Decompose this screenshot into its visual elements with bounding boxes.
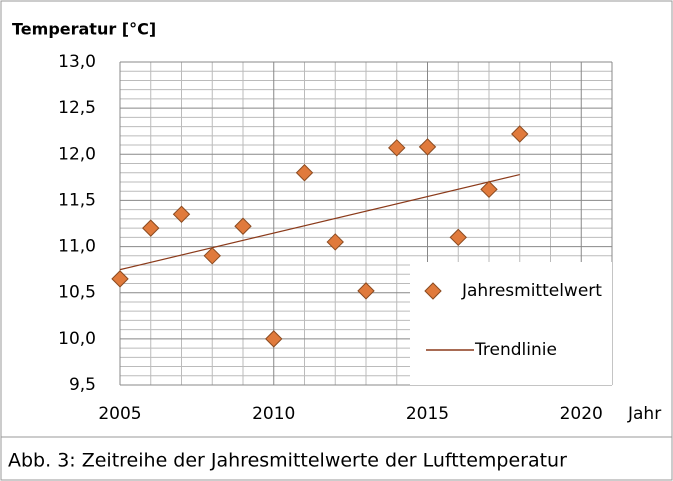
legend-label: Trendlinie [474,340,557,360]
data-point [142,219,160,237]
caption: Abb. 3: Zeitreihe der Jahresmittelwerte … [8,450,567,472]
data-point [449,228,467,247]
y-tick-label: 12,0 [58,144,96,164]
data-point [388,139,406,157]
y-tick-label: 13,0 [58,52,96,72]
y-axis-label: Temperatur [°C] [12,20,156,39]
y-tick-label: 12,5 [58,98,96,118]
data-point [111,270,129,288]
data-point [511,125,529,143]
data-point [480,180,498,199]
data-point [265,330,283,348]
y-tick-label: 11,0 [58,237,96,257]
x-tick-label: 2015 [406,404,449,424]
legend-box [410,262,612,385]
x-tick-label: 2020 [560,404,603,424]
x-tick-label: 2010 [252,404,295,424]
trend-line [119,174,520,271]
x-tick-label: 2005 [98,404,141,424]
y-tick-label: 10,0 [58,329,96,349]
data-point [234,217,252,235]
x-axis-label: Jahr [627,404,661,424]
data-point [172,205,191,223]
y-tick-label: 9,5 [69,375,96,395]
data-point [357,282,375,300]
data-point [203,247,221,265]
legend-marker [424,282,442,300]
y-tick-label: 11,5 [58,190,96,210]
data-point [326,233,344,251]
y-tick-label: 10,5 [58,283,96,303]
data-point [418,138,437,156]
data-point [295,164,314,182]
legend-label: Jahresmittelwert [461,281,602,301]
